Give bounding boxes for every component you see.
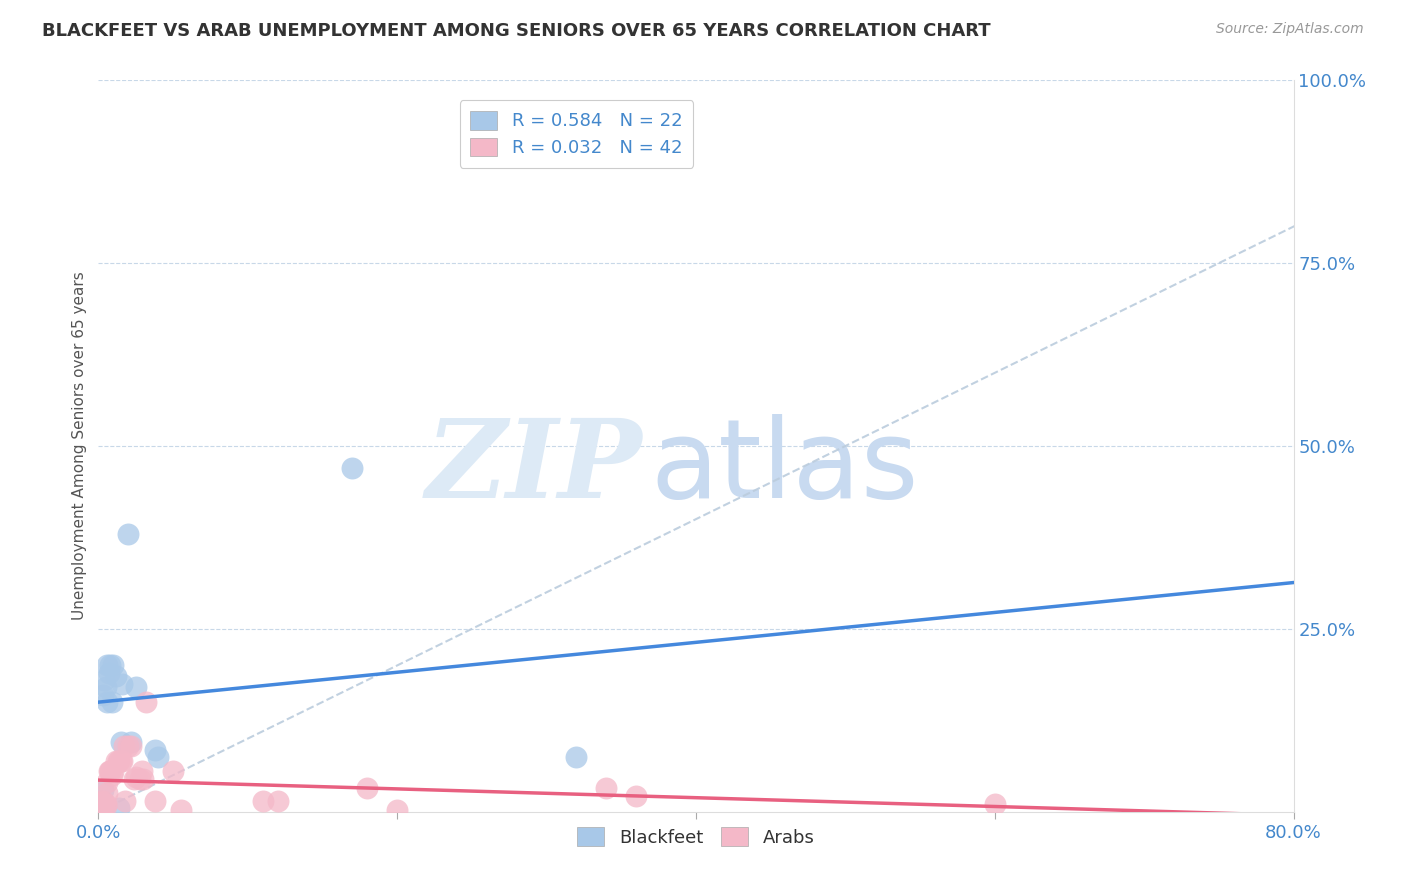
Point [565, 749, 588, 764]
Point [94, 798, 117, 813]
Legend: Blackfeet, Arabs: Blackfeet, Arabs [569, 820, 823, 854]
Point [93, 796, 115, 810]
Point [98, 764, 122, 779]
Point [107, 754, 129, 768]
Point [96, 695, 118, 709]
Point [135, 695, 157, 709]
Point [97, 764, 120, 779]
Point [342, 461, 364, 475]
Text: atlas: atlas [651, 415, 920, 522]
Point [91, 796, 114, 810]
Point [90, 796, 112, 810]
Point [105, 669, 128, 683]
Text: Source: ZipAtlas.com: Source: ZipAtlas.com [1216, 22, 1364, 37]
Point [267, 794, 290, 808]
Point [103, 658, 125, 673]
Point [124, 772, 146, 786]
Point [117, 526, 139, 541]
Point [108, 754, 131, 768]
Point [90, 797, 112, 812]
Point [91, 782, 114, 797]
Point [162, 764, 184, 779]
Text: ZIP: ZIP [426, 414, 643, 522]
Point [110, 735, 132, 749]
Point [148, 749, 170, 764]
Point [125, 681, 148, 695]
Point [143, 742, 166, 756]
Point [143, 794, 166, 808]
Point [96, 787, 118, 801]
Point [93, 798, 115, 813]
Point [98, 658, 122, 673]
Point [103, 764, 125, 779]
Point [132, 772, 155, 786]
Point [385, 803, 409, 817]
Point [91, 794, 114, 808]
Point [98, 764, 122, 779]
Point [125, 770, 148, 784]
Point [94, 797, 117, 812]
Point [120, 739, 142, 753]
Point [112, 739, 135, 753]
Point [117, 739, 139, 753]
Point [91, 798, 114, 813]
Point [96, 775, 118, 789]
Point [595, 781, 617, 796]
Point [91, 688, 114, 702]
Point [90, 798, 112, 813]
Point [110, 754, 132, 768]
Point [108, 801, 131, 815]
Point [101, 695, 124, 709]
Point [626, 789, 648, 803]
Point [111, 754, 134, 768]
Point [356, 781, 378, 796]
Point [129, 772, 152, 786]
Point [89, 794, 111, 808]
Point [131, 764, 153, 779]
Point [97, 665, 120, 680]
Point [114, 794, 136, 808]
Point [105, 754, 128, 768]
Point [111, 676, 134, 690]
Point [252, 794, 274, 808]
Point [169, 803, 191, 817]
Point [984, 797, 1007, 812]
Y-axis label: Unemployment Among Seniors over 65 years: Unemployment Among Seniors over 65 years [72, 272, 87, 620]
Point [120, 735, 142, 749]
Point [93, 673, 115, 687]
Point [101, 768, 124, 782]
Text: BLACKFEET VS ARAB UNEMPLOYMENT AMONG SENIORS OVER 65 YEARS CORRELATION CHART: BLACKFEET VS ARAB UNEMPLOYMENT AMONG SEN… [42, 22, 991, 40]
Point [94, 681, 117, 695]
Point [96, 658, 118, 673]
